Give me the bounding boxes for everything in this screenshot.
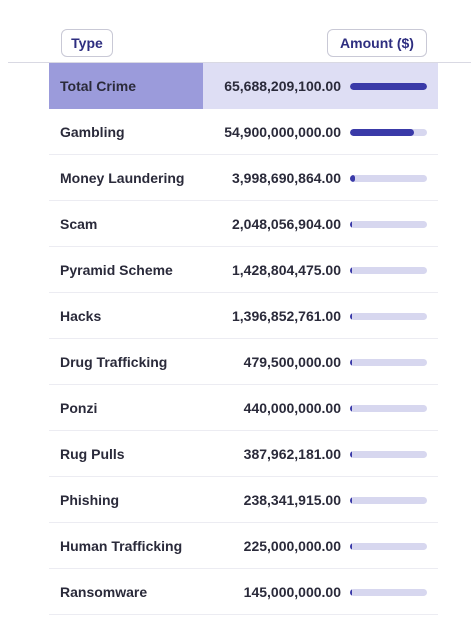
table-row[interactable]: Human Trafficking 225,000,000.00 <box>49 523 438 569</box>
amount-bar-fill <box>350 404 352 412</box>
amount-bar-fill <box>350 174 355 182</box>
amount-bar-fill <box>350 266 352 274</box>
amount-bar-track <box>350 83 427 90</box>
amount-cell: 2,048,056,904.00 <box>232 215 341 232</box>
amount-bar-track <box>350 266 427 274</box>
amount-cell: 238,341,915.00 <box>243 491 341 508</box>
table-row[interactable]: Scam 2,048,056,904.00 <box>49 201 438 247</box>
table-row[interactable]: Ponzi 440,000,000.00 <box>49 385 438 431</box>
amount-cell: 54,900,000,000.00 <box>224 123 341 140</box>
table-row[interactable]: Rug Pulls 387,962,181.00 <box>49 431 438 477</box>
amount-cell: 65,688,209,100.00 <box>224 78 341 94</box>
amount-cell: 225,000,000.00 <box>243 537 341 554</box>
amount-bar-track <box>350 174 427 182</box>
table-row[interactable]: Drug Trafficking 479,500,000.00 <box>49 339 438 385</box>
amount-bar-fill <box>350 542 352 550</box>
amount-cell: 3,998,690,864.00 <box>232 169 341 186</box>
amount-bar-fill <box>350 358 352 366</box>
type-cell: Ponzi <box>60 399 98 416</box>
amount-bar-track <box>350 220 427 228</box>
amount-cell: 387,962,181.00 <box>243 445 341 462</box>
amount-bar-track <box>350 312 427 320</box>
type-cell: Phishing <box>60 491 120 508</box>
amount-cell: 479,500,000.00 <box>243 353 341 370</box>
amount-bar-fill <box>350 83 427 90</box>
amount-bar-track <box>350 496 427 504</box>
header-divider <box>8 62 471 63</box>
amount-sort-button[interactable]: Amount ($) <box>327 29 427 57</box>
type-cell: Scam <box>60 215 98 232</box>
table-row[interactable]: Ransomware 145,000,000.00 <box>49 569 438 615</box>
amount-cell: 1,428,804,475.00 <box>232 261 341 278</box>
amount-bar-track <box>350 588 427 596</box>
amount-bar-fill <box>350 312 352 320</box>
type-cell: Drug Trafficking <box>60 353 168 370</box>
amount-bar-fill <box>350 220 353 228</box>
amount-bar-track <box>350 358 427 366</box>
crime-table: Total Crime 65,688,209,100.00 Gambling 54,9… <box>49 63 438 615</box>
amount-cell: 145,000,000.00 <box>243 583 341 600</box>
table-row[interactable]: Money Laundering 3,998,690,864.00 <box>49 155 438 201</box>
amount-cell: 440,000,000.00 <box>243 399 341 416</box>
type-cell: Hacks <box>60 307 102 324</box>
amount-bar-track <box>350 404 427 412</box>
type-cell: Ransomware <box>60 583 148 600</box>
amount-bar-track <box>350 450 427 458</box>
amount-bar-track <box>350 128 427 136</box>
table-row[interactable]: Pyramid Scheme 1,428,804,475.00 <box>49 247 438 293</box>
type-cell: Total Crime <box>49 63 203 109</box>
table-row[interactable]: Phishing 238,341,915.00 <box>49 477 438 523</box>
amount-bar-fill <box>350 128 415 136</box>
amount-bar-fill <box>350 450 352 458</box>
amount-bar-fill <box>350 496 352 504</box>
amount-cell: 1,396,852,761.00 <box>232 307 341 324</box>
type-cell: Rug Pulls <box>60 445 125 462</box>
table-row[interactable]: Total Crime 65,688,209,100.00 <box>49 63 438 109</box>
amount-bar-track <box>350 542 427 550</box>
type-cell: Human Trafficking <box>60 537 183 554</box>
table-row[interactable]: Gambling 54,900,000,000.00 <box>49 109 438 155</box>
type-cell: Money Laundering <box>60 169 185 186</box>
type-cell: Pyramid Scheme <box>60 261 173 278</box>
type-sort-button[interactable]: Type <box>61 29 113 57</box>
type-cell: Gambling <box>60 123 125 140</box>
amount-bar-fill <box>350 588 352 596</box>
table-row[interactable]: Hacks 1,396,852,761.00 <box>49 293 438 339</box>
table-header: Type Amount ($) <box>0 0 471 63</box>
